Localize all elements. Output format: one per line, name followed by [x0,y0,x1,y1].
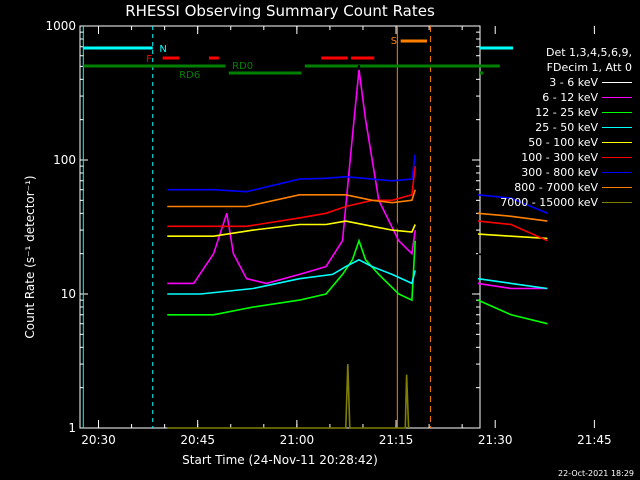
legend: Det 1,3,4,5,6,9, FDecim 1, Att 0 3 - 6 k… [500,45,632,210]
x-tick-label: 21:45 [577,433,612,447]
series-line-12-25-kev [167,238,548,325]
x-tick-label: 20:30 [81,433,116,447]
legend-entry: 3 - 6 keV [500,75,632,90]
legend-entry-label: 6 - 12 keV [542,91,598,104]
series-line-800-7000-kev [167,189,548,222]
legend-entry: 7000 - 15000 keV [500,195,632,210]
flag-annotation: N [159,44,166,55]
series-line-7000-15000-kev [167,364,410,429]
legend-header-2: FDecim 1, Att 0 [546,61,632,74]
legend-entry: 800 - 7000 keV [500,180,632,195]
legend-header-1: Det 1,3,4,5,6,9, [545,46,632,59]
flag-annotation: RD6 [179,70,200,81]
y-tick-label: 100 [53,153,76,167]
generation-timestamp: 22-Oct-2021 18:29 [558,469,634,478]
legend-swatch [602,202,632,203]
legend-entry: 300 - 800 keV [500,165,632,180]
legend-entry-label: 25 - 50 keV [535,121,598,134]
legend-swatch [602,187,632,188]
legend-entry-label: 50 - 100 keV [528,136,598,149]
series-line-6-12-kev [167,69,548,290]
x-tick-label: 21:00 [280,433,315,447]
series-line-3-6-kev [167,64,548,272]
series-line-100-300-kev [167,166,548,242]
legend-swatch [602,142,632,143]
legend-swatch [602,82,632,83]
y-tick-label: 1000 [45,19,76,33]
legend-entry-label: 7000 - 15000 keV [500,196,598,209]
legend-entry: 50 - 100 keV [500,135,632,150]
legend-entry-label: 300 - 800 keV [521,166,598,179]
legend-swatch [602,112,632,113]
flag-annotation: RD0 [232,61,253,72]
x-axis-label: Start Time (24-Nov-11 20:28:42) [182,453,378,467]
series-line-50-100-kev [167,220,548,240]
series-line-25-50-kev [167,258,548,295]
flag-annotation: F [146,54,152,65]
legend-swatch [602,97,632,98]
legend-swatch [602,157,632,158]
series-line-300-800-kev [167,154,548,215]
y-tick-label: 10 [61,287,76,301]
chart-title: RHESSI Observing Summary Count Rates [125,2,435,20]
legend-entry: 100 - 300 keV [500,150,632,165]
legend-swatch [602,172,632,173]
legend-entry-label: 12 - 25 keV [535,106,598,119]
legend-entry: 6 - 12 keV [500,90,632,105]
y-tick-label: 1 [68,421,76,435]
y-axis-label: Count Rate (s⁻¹ detector⁻¹) [23,175,37,339]
legend-entry: 25 - 50 keV [500,120,632,135]
legend-entry-label: 800 - 7000 keV [514,181,598,194]
x-tick-label: 20:45 [180,433,215,447]
flag-annotation: S [391,36,397,47]
x-tick-label: 21:30 [478,433,513,447]
legend-entry-label: 3 - 6 keV [549,76,598,89]
x-tick-label: 21:15 [379,433,414,447]
legend-entry-label: 100 - 300 keV [521,151,598,164]
legend-swatch [602,127,632,128]
legend-entry: 12 - 25 keV [500,105,632,120]
